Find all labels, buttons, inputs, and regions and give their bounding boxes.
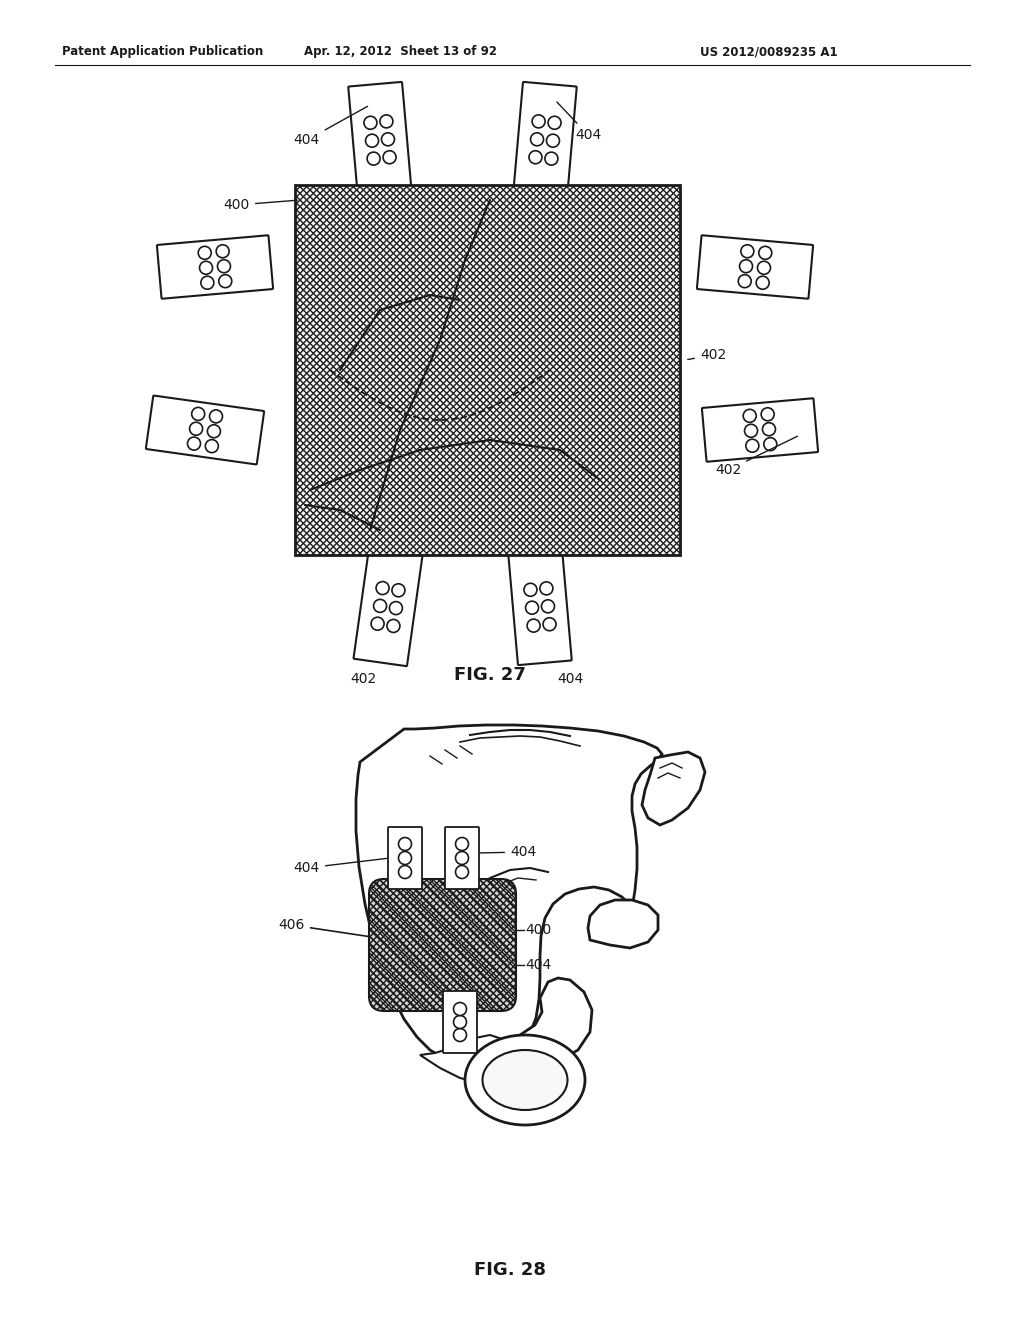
FancyBboxPatch shape — [513, 82, 577, 198]
Circle shape — [217, 260, 230, 273]
FancyBboxPatch shape — [353, 548, 423, 667]
PathPatch shape — [505, 978, 592, 1063]
Text: 404: 404 — [525, 958, 551, 972]
Circle shape — [764, 438, 777, 450]
Circle shape — [543, 618, 556, 631]
FancyBboxPatch shape — [697, 235, 813, 298]
Circle shape — [398, 851, 412, 865]
Text: 406: 406 — [279, 917, 387, 941]
Circle shape — [532, 115, 545, 128]
FancyBboxPatch shape — [443, 991, 477, 1053]
Circle shape — [216, 244, 229, 257]
Circle shape — [454, 1015, 467, 1028]
Text: 404: 404 — [557, 672, 583, 686]
Circle shape — [208, 425, 220, 438]
Ellipse shape — [465, 1035, 585, 1125]
Circle shape — [374, 599, 387, 612]
Circle shape — [187, 437, 201, 450]
Circle shape — [398, 866, 412, 879]
Circle shape — [389, 602, 402, 615]
Circle shape — [744, 424, 758, 437]
Circle shape — [383, 150, 396, 164]
FancyBboxPatch shape — [445, 828, 479, 888]
Circle shape — [454, 1028, 467, 1041]
Circle shape — [529, 150, 542, 164]
Text: 402: 402 — [350, 672, 376, 686]
Circle shape — [200, 261, 213, 275]
Circle shape — [376, 582, 389, 594]
Circle shape — [530, 133, 544, 145]
Circle shape — [759, 247, 772, 259]
Circle shape — [219, 275, 231, 288]
PathPatch shape — [356, 725, 662, 1063]
FancyBboxPatch shape — [701, 399, 818, 462]
FancyBboxPatch shape — [508, 549, 571, 665]
Text: FIG. 27: FIG. 27 — [454, 667, 526, 684]
Text: US 2012/0089235 A1: US 2012/0089235 A1 — [700, 45, 838, 58]
Circle shape — [756, 276, 769, 289]
Circle shape — [201, 276, 214, 289]
FancyBboxPatch shape — [145, 396, 264, 465]
FancyBboxPatch shape — [388, 828, 422, 888]
Circle shape — [525, 601, 539, 614]
Circle shape — [199, 247, 211, 259]
Circle shape — [456, 851, 469, 865]
Text: 404: 404 — [557, 102, 601, 143]
Text: FIG. 28: FIG. 28 — [474, 1261, 546, 1279]
Text: Patent Application Publication: Patent Application Publication — [62, 45, 263, 58]
Text: Apr. 12, 2012  Sheet 13 of 92: Apr. 12, 2012 Sheet 13 of 92 — [303, 45, 497, 58]
Circle shape — [743, 409, 757, 422]
Circle shape — [548, 116, 561, 129]
Circle shape — [456, 837, 469, 850]
PathPatch shape — [420, 1035, 520, 1082]
Circle shape — [382, 133, 394, 145]
Circle shape — [364, 116, 377, 129]
Circle shape — [191, 408, 205, 420]
FancyBboxPatch shape — [157, 235, 273, 298]
Text: 404: 404 — [480, 845, 537, 859]
Text: 402: 402 — [688, 348, 726, 362]
Text: 400: 400 — [525, 923, 551, 937]
Circle shape — [189, 422, 203, 436]
FancyBboxPatch shape — [348, 82, 412, 198]
Circle shape — [210, 411, 222, 422]
Circle shape — [540, 582, 553, 595]
PathPatch shape — [642, 752, 705, 825]
Circle shape — [527, 619, 540, 632]
Circle shape — [380, 115, 393, 128]
Circle shape — [740, 244, 754, 257]
Circle shape — [371, 618, 384, 630]
Bar — [295, 185, 680, 554]
Circle shape — [739, 260, 753, 273]
Circle shape — [392, 583, 404, 597]
Circle shape — [206, 440, 218, 453]
Circle shape — [542, 599, 554, 612]
Bar — [295, 185, 680, 554]
Circle shape — [524, 583, 537, 597]
Circle shape — [761, 408, 774, 421]
Circle shape — [387, 619, 400, 632]
Circle shape — [547, 135, 559, 148]
Circle shape — [367, 152, 380, 165]
Text: 404: 404 — [294, 858, 387, 875]
Text: 404: 404 — [294, 107, 368, 147]
Circle shape — [545, 152, 558, 165]
FancyBboxPatch shape — [369, 879, 516, 1011]
Circle shape — [763, 422, 775, 436]
Circle shape — [454, 1002, 467, 1015]
Circle shape — [745, 440, 759, 453]
Circle shape — [398, 837, 412, 850]
Ellipse shape — [482, 1049, 567, 1110]
Circle shape — [738, 275, 752, 288]
Text: 400: 400 — [224, 198, 297, 213]
Text: 402: 402 — [715, 436, 798, 477]
PathPatch shape — [588, 900, 658, 948]
Circle shape — [456, 866, 469, 879]
Circle shape — [366, 135, 379, 148]
Circle shape — [758, 261, 770, 275]
